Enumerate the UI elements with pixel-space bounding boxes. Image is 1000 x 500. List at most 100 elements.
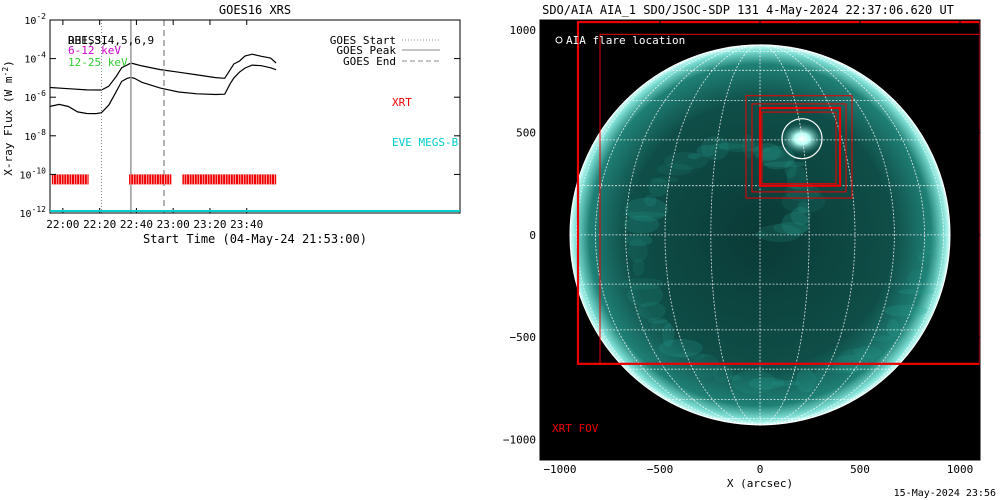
xrs-ylabel-sup: -2	[1, 67, 10, 77]
xrt-fov-boxes	[576, 20, 980, 365]
coronal-patch	[662, 323, 675, 348]
legend-goes-start: GOES Start	[330, 34, 396, 47]
flare-location-marker	[781, 118, 823, 160]
aia-image-plot: SDO/AIA AIA_1 SDO/JSOC-SDP 131 4-May-202…	[503, 3, 981, 490]
coronal-patch	[883, 304, 928, 317]
aia-ytick-label: 500	[516, 127, 536, 140]
xrs-xtick-label: 22:00	[46, 218, 79, 231]
xrs-xlabel: Start Time (04-May-24 21:53:00)	[143, 232, 367, 246]
grid-longitude	[759, 44, 895, 426]
grid-longitude	[759, 44, 944, 426]
legend-rhessi-overlay: RHESSI	[68, 34, 108, 47]
xrs-ytick-label: 10-6	[24, 89, 46, 104]
coronal-structures	[619, 134, 938, 395]
xrs-ylabel: X-ray Flux (W m-2)	[1, 60, 15, 176]
grid-longitude	[710, 44, 761, 426]
coronal-patch	[898, 288, 935, 295]
legend-detectors: DB1,3,4,5,6,9	[68, 34, 154, 47]
coronal-patch	[637, 301, 666, 320]
coronal-patch	[873, 335, 894, 342]
aia-xtick-label: −500	[647, 463, 674, 476]
coronal-patch	[650, 319, 671, 332]
coronal-patch	[626, 282, 663, 307]
coronal-patch	[812, 371, 825, 384]
aia-ytick-label: 0	[529, 229, 536, 242]
coronal-patch	[648, 178, 669, 197]
coronal-patch	[687, 153, 700, 160]
aia-axes: −1000 −500 0 500 1000 1000 500 0 −500 −1000	[503, 20, 980, 476]
xrs-ytick-label: 10-4	[24, 51, 46, 66]
coronal-patch	[742, 134, 755, 159]
xrs-plot-frame	[49, 19, 461, 214]
solar-limb	[569, 44, 951, 426]
coronal-patch	[763, 161, 808, 168]
grid-longitude	[759, 44, 810, 426]
coronal-patch	[772, 380, 801, 387]
xrs-ylabel-main: X-ray Flux (W m	[2, 76, 15, 176]
xrs-series-2	[50, 64, 277, 115]
coronal-patch	[756, 147, 785, 160]
fov-box-6	[761, 111, 837, 185]
xrt-segment-3	[182, 174, 277, 185]
xrs-xtick-label: 22:20	[83, 218, 116, 231]
coronal-patch	[623, 215, 660, 234]
legend-goes-end: GOES End	[343, 55, 396, 68]
coronal-patch	[647, 317, 668, 324]
coronal-patch	[838, 348, 875, 373]
legend-goes-peak: GOES Peak	[336, 44, 396, 57]
coronal-patch	[772, 222, 809, 235]
xrt-fov-label: XRT FOV	[552, 422, 599, 435]
fov-box-3	[745, 95, 853, 199]
coronal-patch	[790, 206, 811, 225]
aia-xtick-label: −1000	[543, 463, 576, 476]
fov-box-5	[758, 106, 842, 187]
fov-box-4	[751, 103, 847, 193]
coronal-patch	[622, 211, 667, 218]
xrs-series-1	[50, 53, 277, 91]
coronal-patch	[658, 339, 703, 358]
coronal-patch	[731, 370, 776, 395]
coronal-patch	[816, 367, 861, 374]
legend-12-25kev: 12-25 keV	[68, 56, 128, 69]
coronal-patch	[627, 238, 648, 263]
xrs-ytick-label: 10-8	[24, 128, 46, 143]
grid-longitude	[595, 44, 761, 426]
flare-legend-symbol	[555, 36, 563, 44]
aia-image-layer	[569, 20, 980, 426]
goes-xrs-plot: GOES16 XRS 22:00 22:20 22:40 23:00 23:20 23:4…	[1, 3, 461, 246]
grid-longitude	[759, 44, 925, 426]
legend-6-12kev: 6-12 keV	[68, 44, 121, 57]
xrs-xtick-label: 23:20	[193, 218, 226, 231]
coronal-patch	[632, 258, 645, 277]
fov-box-2	[576, 20, 980, 365]
coronal-patch	[664, 151, 709, 170]
xrs-ytick-label: 10-12	[20, 205, 47, 220]
footer-timestamp: 15-May-2024 23:56	[894, 488, 996, 499]
aia-xtick-label: 500	[850, 463, 870, 476]
xrt-segment-2	[129, 174, 172, 185]
aia-title: SDO/AIA AIA_1 SDO/JSOC-SDP 131 4-May-202…	[542, 3, 954, 17]
coronal-patch	[728, 374, 741, 381]
aia-xlabel: X (arcsec)	[727, 477, 793, 490]
coronal-patch	[700, 136, 729, 161]
xrt-segment-1	[51, 174, 89, 185]
aia-ytick-label: −500	[510, 331, 537, 344]
coronal-patch	[691, 353, 720, 378]
coronal-patch	[644, 194, 657, 207]
coronal-patch	[781, 211, 810, 236]
coronal-patch	[797, 201, 810, 214]
coronal-patch	[709, 143, 746, 150]
grid-longitude	[625, 44, 761, 426]
xrs-ytick-label: 10-10	[20, 166, 47, 181]
aia-ytick-label: −1000	[503, 434, 536, 447]
coronal-patch	[795, 368, 816, 393]
xrs-axes: 22:00 22:20 22:40 23:00 23:20 23:40 10-2 10-4 10…	[20, 12, 460, 231]
aia-xtick-label: 1000	[947, 463, 974, 476]
heliographic-grid	[569, 44, 951, 426]
coronal-patch	[757, 224, 802, 243]
flare-legend-label: AIA flare location	[566, 34, 685, 47]
aia-xtick-label: 0	[757, 463, 764, 476]
coronal-patch	[672, 352, 709, 359]
grid-longitude	[576, 44, 761, 426]
